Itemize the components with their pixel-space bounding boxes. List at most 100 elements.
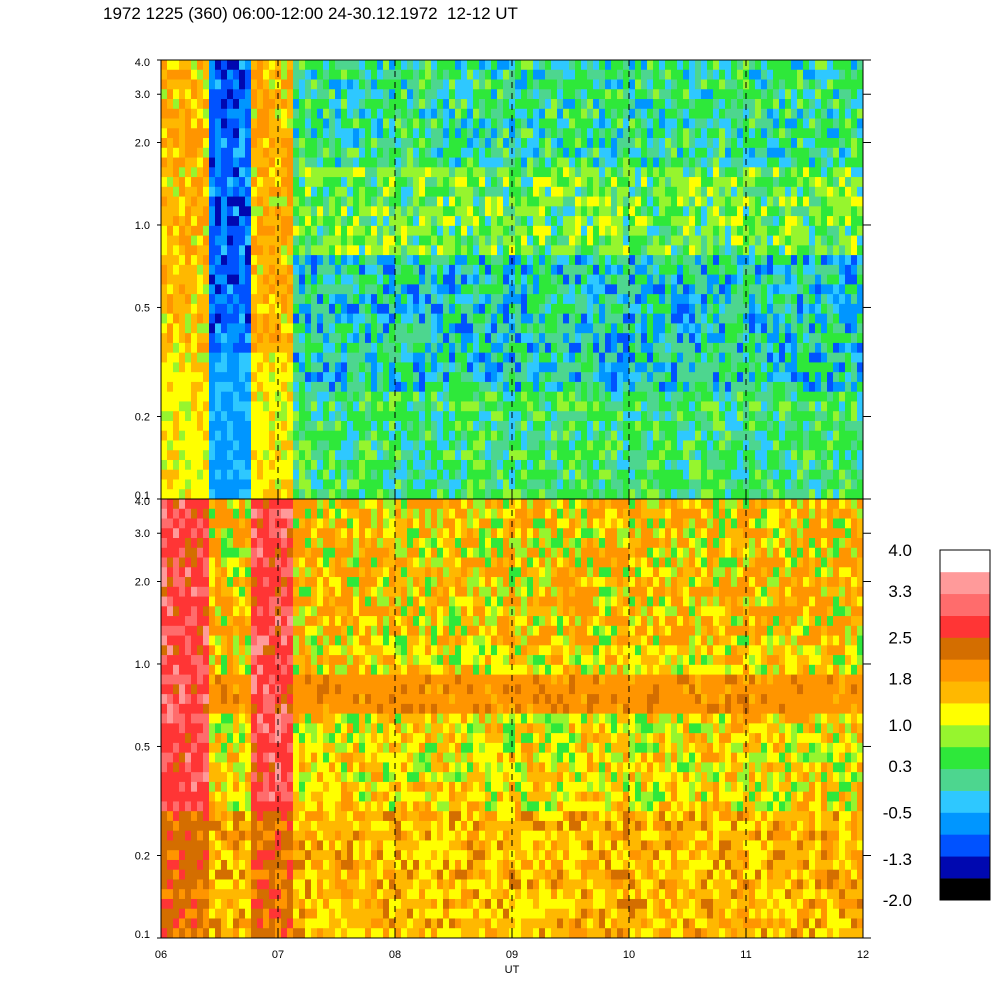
heatmap-cell	[743, 108, 750, 119]
heatmap-cell	[485, 264, 492, 276]
heatmap-cell	[305, 108, 312, 119]
heatmap-cell	[197, 723, 204, 734]
heatmap-cell	[413, 138, 420, 149]
heatmap-cell	[167, 99, 174, 110]
heatmap-cell	[323, 235, 330, 256]
heatmap-cell	[767, 60, 774, 71]
heatmap-cell	[809, 430, 816, 451]
heatmap-cell	[365, 206, 372, 217]
heatmap-cell	[743, 459, 750, 471]
heatmap-cell	[359, 489, 366, 500]
heatmap-cell	[815, 225, 822, 236]
heatmap-cell	[653, 391, 660, 412]
heatmap-cell	[269, 420, 276, 432]
heatmap-cell	[245, 499, 252, 510]
heatmap-cell	[353, 733, 360, 744]
heatmap-cell	[383, 430, 390, 441]
heatmap-cell	[455, 206, 462, 217]
heatmap-cell	[407, 60, 414, 71]
heatmap-cell	[587, 157, 594, 168]
heatmap-cell	[173, 216, 180, 227]
heatmap-cell	[179, 499, 186, 510]
heatmap-cell	[383, 79, 390, 90]
heatmap-cell	[209, 830, 216, 841]
heatmap-cell	[305, 440, 312, 461]
heatmap-cell	[731, 216, 738, 227]
heatmap-cell	[563, 216, 570, 236]
heatmap-cell	[407, 401, 414, 412]
heatmap-cell	[803, 255, 810, 266]
heatmap-cell	[815, 430, 822, 461]
heatmap-cell	[797, 245, 804, 285]
heatmap-cell	[551, 362, 558, 373]
heatmap-cell	[755, 313, 762, 324]
heatmap-cell	[239, 303, 246, 315]
heatmap-cell	[251, 508, 258, 519]
heatmap-cell	[731, 186, 738, 197]
heatmap-cell	[803, 342, 810, 373]
heatmap-cell	[329, 294, 336, 305]
heatmap-cell	[605, 284, 612, 295]
heatmap-cell	[671, 128, 678, 149]
heatmap-cell	[803, 245, 810, 256]
heatmap-cell	[467, 157, 474, 168]
heatmap-cell	[281, 459, 288, 480]
heatmap-cell	[443, 489, 450, 500]
heatmap-cell	[569, 157, 576, 168]
heatmap-cell	[233, 889, 240, 919]
heatmap-cell	[701, 362, 708, 383]
heatmap-cell	[557, 69, 564, 90]
heatmap-cell	[731, 323, 738, 344]
heatmap-cell	[539, 411, 546, 422]
heatmap-cell	[335, 859, 342, 890]
heatmap-cell	[845, 108, 852, 119]
heatmap-cell	[401, 128, 408, 139]
heatmap-cell	[695, 60, 702, 90]
heatmap-cell	[725, 391, 732, 402]
heatmap-cell	[305, 635, 312, 646]
heatmap-cell	[485, 255, 492, 266]
heatmap-cell	[161, 645, 168, 656]
heatmap-cell	[275, 557, 282, 568]
heatmap-cell	[701, 411, 708, 432]
heatmap-cell	[785, 196, 792, 217]
heatmap-cell	[635, 479, 642, 500]
heatmap-cell	[221, 684, 228, 705]
heatmap-cell	[233, 850, 240, 861]
heatmap-cell	[425, 479, 432, 500]
heatmap-cell	[371, 186, 378, 197]
heatmap-cell	[443, 108, 450, 129]
heatmap-cell	[647, 225, 654, 236]
heatmap-cell	[809, 450, 816, 461]
heatmap-cell	[383, 128, 390, 139]
heatmap-cell	[227, 723, 234, 734]
heatmap-cell	[647, 381, 654, 422]
heatmap-cell	[839, 372, 846, 383]
heatmap-cell	[215, 79, 222, 90]
heatmap-cell	[845, 225, 852, 236]
heatmap-cell	[719, 362, 726, 383]
heatmap-cell	[449, 118, 456, 158]
heatmap-cell	[233, 128, 240, 139]
heatmap-cell	[779, 128, 786, 139]
heatmap-cell	[515, 342, 522, 354]
heatmap-cell	[293, 577, 300, 588]
heatmap-cell	[845, 157, 852, 168]
heatmap-cell	[779, 245, 786, 256]
heatmap-cell	[191, 528, 198, 539]
heatmap-cell	[455, 284, 462, 295]
heatmap-cell	[269, 908, 276, 919]
heatmap-cell	[773, 313, 780, 344]
heatmap-cell	[653, 206, 660, 217]
heatmap-cell	[647, 186, 654, 197]
heatmap-cell	[419, 264, 426, 276]
heatmap-cell	[293, 840, 300, 851]
heatmap-cell	[617, 79, 624, 90]
heatmap-cell	[791, 60, 798, 71]
heatmap-cell	[251, 694, 258, 705]
heatmap-cell	[401, 118, 408, 129]
heatmap-cell	[539, 381, 546, 393]
heatmap-cell	[341, 206, 348, 217]
heatmap-cell	[233, 616, 240, 627]
heatmap-cell	[749, 147, 756, 158]
